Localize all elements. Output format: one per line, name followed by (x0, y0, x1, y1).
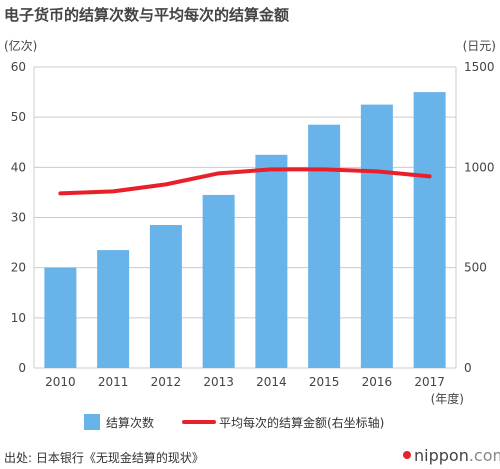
logo-suffix: .com (469, 446, 500, 465)
x-tick-label: 2016 (362, 375, 393, 389)
bar (202, 194, 235, 368)
left-tick-label: 30 (11, 211, 26, 225)
x-tick-label: 2013 (203, 375, 234, 389)
x-tick-label: 2011 (98, 375, 129, 389)
chart-title: 电子货币的结算次数与平均每次的结算金额 (4, 6, 289, 24)
bar (97, 250, 130, 368)
x-tick-label: 2010 (45, 375, 76, 389)
bar (255, 154, 288, 368)
bar (413, 92, 446, 368)
x-tick-label: 2017 (414, 375, 445, 389)
right-tick-label: 1500 (464, 60, 495, 74)
line-series (58, 167, 432, 196)
bar (44, 267, 77, 368)
left-tick-label: 10 (11, 311, 26, 325)
left-axis-unit: (亿次) (4, 38, 37, 53)
logo-text: nippon (414, 446, 469, 465)
nippon-logo: nippon.com (403, 446, 500, 465)
x-tick-label: 2012 (151, 375, 182, 389)
x-axis-unit: (年度) (431, 391, 464, 406)
logo-dot-icon (403, 451, 411, 459)
left-tick-label: 40 (11, 160, 26, 174)
bar-series (44, 92, 446, 368)
left-tick-label: 20 (11, 261, 26, 275)
left-tick-label: 60 (11, 60, 26, 74)
x-tick-label: 2015 (309, 375, 340, 389)
right-tick-label: 0 (464, 361, 472, 375)
legend: 结算次数 平均每次的结算金额(右坐标轴) (84, 414, 384, 430)
right-tick-label: 500 (464, 261, 487, 275)
left-axis-ticks: 0 10 20 30 40 50 60 (11, 60, 26, 375)
right-axis-ticks: 0 500 1000 1500 (464, 60, 495, 375)
legend-bar-label: 结算次数 (106, 415, 154, 430)
bar (308, 124, 341, 368)
x-tick-label: 2014 (256, 375, 287, 389)
source-note: 出处: 日本银行《无现金结算的现状》 (4, 450, 204, 465)
legend-bar-swatch (84, 414, 100, 430)
right-tick-label: 1000 (464, 160, 495, 174)
left-tick-label: 50 (11, 110, 26, 124)
right-axis-unit: (日元) (463, 39, 496, 53)
x-axis-ticks: 2010 2011 2012 2013 2014 2015 2016 2017 (45, 375, 445, 389)
bar (149, 225, 182, 368)
line-path (58, 167, 432, 196)
svg-text:nippon.com: nippon.com (414, 446, 500, 465)
left-tick-label: 0 (18, 361, 26, 375)
bar (360, 104, 393, 368)
legend-line-label: 平均每次的结算金额(右坐标轴) (219, 415, 384, 430)
